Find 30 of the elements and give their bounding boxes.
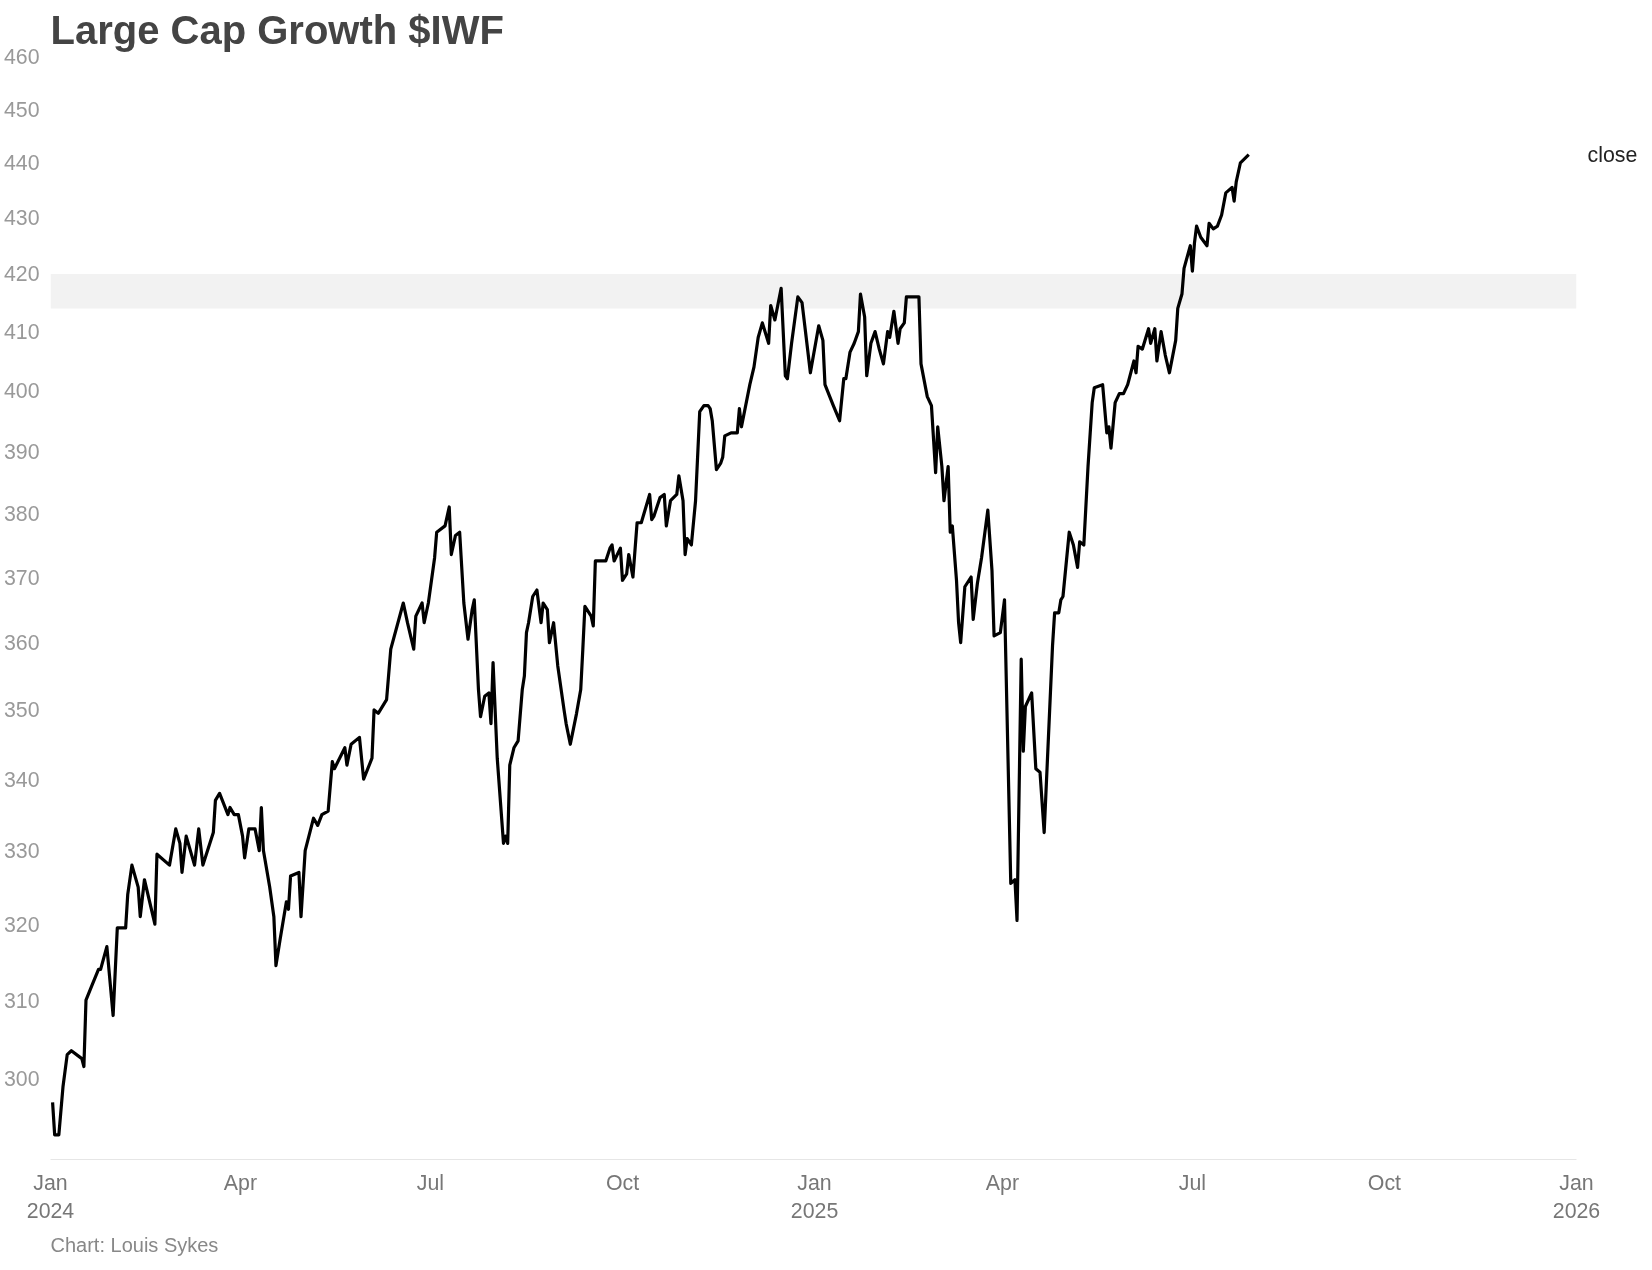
y-tick-label: 400 [3,379,40,404]
line-series [50,153,1251,1137]
x-tick-label: Jan 2025 [790,1170,839,1224]
y-tick-label: 420 [3,262,40,287]
text: close [1587,142,1638,167]
x-tick-label: Oct [1367,1170,1402,1195]
y-tick-label: 380 [3,501,40,526]
y-tick-label: 450 [3,97,40,122]
y-tick-label: 350 [3,698,40,723]
y-tick-label: 430 [3,206,40,231]
x-tick-label: Oct [605,1170,640,1195]
y-tick-label: 330 [3,839,40,864]
x-tick-label: Jan 2024 [26,1170,75,1224]
y-tick-label: 310 [3,988,40,1013]
y-tick-label: 300 [3,1066,40,1091]
y-tick-label: 390 [3,439,40,464]
y-tick-label: 370 [3,565,40,590]
y-tick-label: 440 [3,151,40,176]
y-tick-label: 460 [3,45,40,69]
x-tick-label: Apr [223,1170,258,1195]
x-tick-label: Apr [985,1170,1020,1195]
y-tick-label: 340 [3,767,40,792]
text: Chart: Louis Sykes [50,1233,219,1256]
x-tick-label: Jan 2026 [1552,1170,1601,1224]
y-tick-label: 360 [3,631,40,656]
chart-title: Large Cap Growth $IWF [50,7,504,52]
x-tick-label: Jul [1178,1170,1207,1195]
y-tick-label: 410 [3,320,40,345]
y-tick-label: 320 [3,912,40,937]
x-tick-label: Jul [416,1170,445,1195]
